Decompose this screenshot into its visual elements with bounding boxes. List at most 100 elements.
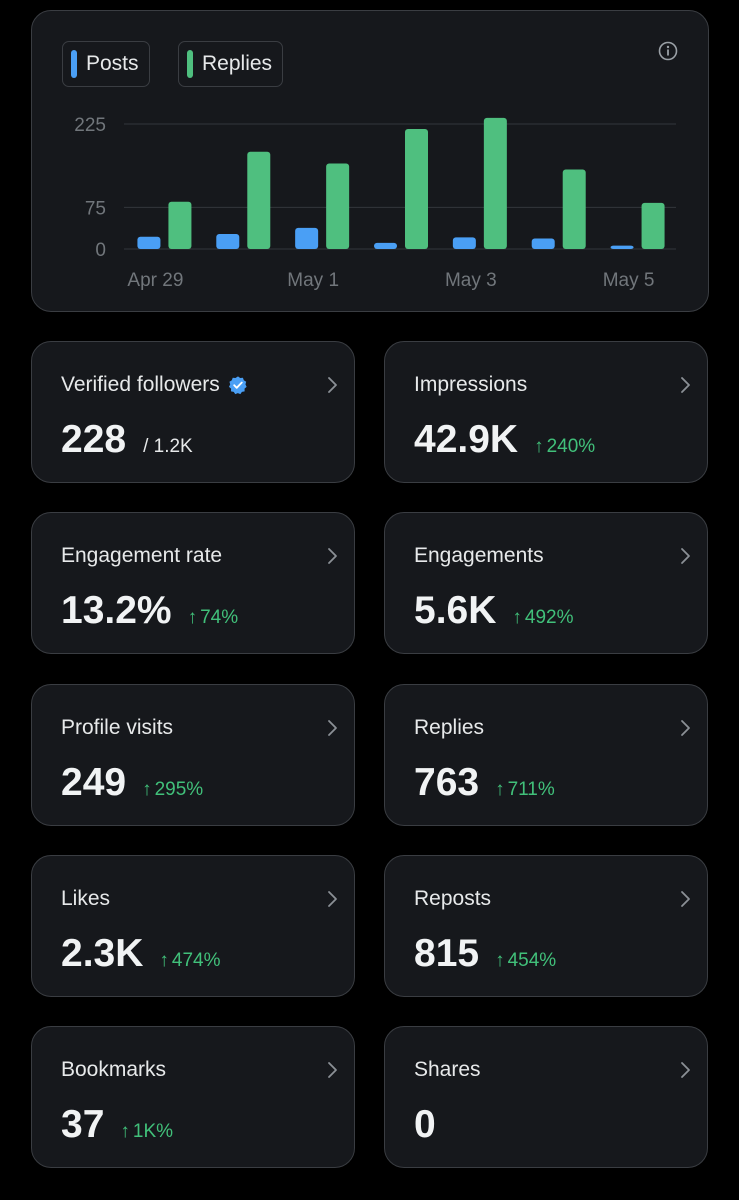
legend-replies-label: Replies — [202, 52, 273, 75]
bar-posts — [452, 237, 476, 249]
stat-change: ↑ 492% — [512, 607, 573, 629]
stat-label: Likes — [61, 887, 111, 910]
stat-total: / 1.2K — [143, 436, 193, 457]
stat-row: 0 — [414, 1103, 436, 1147]
stat-row: 2.3K ↑ 474% — [61, 932, 221, 976]
impressions-card[interactable]: Impressions 42.9K ↑ 240% — [384, 341, 708, 483]
legend-posts-label: Posts — [86, 52, 139, 75]
x-tick-label: Apr 29 — [127, 270, 183, 291]
stat-change: ↑ 240% — [534, 436, 595, 458]
arrow-up-icon: ↑ — [495, 779, 505, 800]
stat-change: ↑ 295% — [142, 779, 203, 801]
verified-followers-card[interactable]: Verified followers 228 / 1.2K — [31, 341, 355, 483]
stat-value: 2.3K — [61, 932, 144, 975]
bar-replies — [562, 169, 586, 249]
stat-row: 249 ↑ 295% — [61, 761, 203, 805]
stat-label: Replies — [414, 716, 485, 739]
verified-badge-icon — [228, 376, 247, 395]
arrow-up-icon: ↑ — [159, 950, 169, 971]
x-tick-label: May 1 — [287, 270, 339, 291]
posts-swatch — [71, 50, 77, 78]
verified-followers-label-row: Verified followers — [61, 373, 248, 397]
arrow-up-icon: ↑ — [120, 1121, 130, 1142]
profile-visits-card[interactable]: Profile visits 249 ↑ 295% — [31, 684, 355, 826]
chevron-right-icon — [328, 720, 337, 736]
stat-row: 763 ↑ 711% — [414, 761, 555, 805]
x-tick-label: May 5 — [603, 270, 655, 291]
chevron-right-icon — [328, 891, 337, 907]
arrow-up-icon: ↑ — [512, 607, 522, 628]
stat-value: 815 — [414, 932, 480, 975]
arrow-up-icon: ↑ — [142, 779, 152, 800]
bar-chart: 225 75 0 Apr 29 May 1 May 3 May 5 — [74, 115, 676, 291]
stat-value: 37 — [61, 1103, 105, 1146]
shares-card[interactable]: Shares 0 — [384, 1026, 708, 1168]
stat-value: 228 — [61, 418, 127, 461]
likes-card[interactable]: Likes 2.3K ↑ 474% — [31, 855, 355, 997]
replies-card[interactable]: Replies 763 ↑ 711% — [384, 684, 708, 826]
engagement-rate-card[interactable]: Engagement rate 13.2% ↑ 74% — [31, 512, 355, 654]
stat-label: Shares — [414, 1058, 481, 1081]
stat-value: 249 — [61, 761, 127, 804]
bar-posts — [295, 227, 319, 249]
bar-posts — [531, 238, 555, 249]
stat-change: ↑ 1K% — [120, 1121, 173, 1143]
y-tick-label: 225 — [74, 115, 106, 136]
stat-label: Bookmarks — [61, 1058, 167, 1081]
stat-row: 815 ↑ 454% — [414, 932, 556, 976]
bar-posts — [374, 242, 397, 249]
reposts-card[interactable]: Reposts 815 ↑ 454% — [384, 855, 708, 997]
change-value: 474% — [171, 950, 221, 971]
chevron-right-icon — [681, 1062, 690, 1078]
bookmarks-card[interactable]: Bookmarks 37 ↑ 1K% — [31, 1026, 355, 1168]
arrow-up-icon: ↑ — [495, 950, 505, 971]
change-value: 74% — [200, 607, 239, 628]
bar-replies — [641, 202, 665, 249]
y-tick-label: 75 — [85, 198, 106, 219]
bar-posts — [137, 236, 161, 249]
legend-posts-toggle[interactable]: Posts — [62, 41, 150, 87]
stat-label: Impressions — [414, 373, 528, 396]
bar-posts — [216, 234, 240, 249]
stat-value: 13.2% — [61, 589, 172, 632]
bar-replies — [405, 129, 428, 249]
chevron-right-icon — [681, 548, 690, 564]
stat-label: Reposts — [414, 887, 492, 910]
engagements-card[interactable]: Engagements 5.6K ↑ 492% — [384, 512, 708, 654]
chevron-right-icon — [328, 548, 337, 564]
stat-value: 42.9K — [414, 418, 519, 461]
stat-label: Engagement rate — [61, 544, 223, 567]
stat-label: Verified followers — [61, 373, 220, 396]
change-value: 240% — [546, 436, 596, 457]
change-value: 1K% — [132, 1121, 174, 1142]
stat-value: 5.6K — [414, 589, 497, 632]
activity-chart-card: Posts Replies 225 75 0 Apr 29 May 1 May 3 May … — [31, 10, 709, 312]
bar-replies — [483, 117, 507, 249]
chevron-right-icon — [681, 891, 690, 907]
stat-label: Profile visits — [61, 716, 174, 739]
bar-posts — [610, 245, 634, 249]
x-tick-label: May 3 — [445, 270, 497, 291]
stat-value: 0 — [414, 1103, 436, 1146]
info-icon[interactable] — [658, 41, 678, 61]
bar-replies — [326, 163, 350, 249]
stat-row: 13.2% ↑ 74% — [61, 589, 238, 633]
stat-change: ↑ 711% — [495, 779, 555, 801]
change-value: 454% — [507, 950, 557, 971]
change-value: 295% — [154, 779, 204, 800]
chevron-right-icon — [681, 377, 690, 393]
stat-value: 763 — [414, 761, 480, 804]
stat-row: 228 / 1.2K — [61, 418, 193, 462]
change-value: 492% — [524, 607, 574, 628]
chevron-right-icon — [681, 720, 690, 736]
stat-label: Engagements — [414, 544, 544, 567]
arrow-up-icon: ↑ — [534, 436, 544, 457]
legend-replies-toggle[interactable]: Replies — [178, 41, 284, 87]
arrow-up-icon: ↑ — [187, 607, 198, 628]
replies-swatch — [187, 50, 193, 78]
stat-row: 5.6K ↑ 492% — [414, 589, 574, 633]
chevron-right-icon — [328, 1062, 337, 1078]
chevron-right-icon — [328, 377, 337, 393]
stat-change: ↑ 474% — [159, 950, 220, 972]
stat-row: 37 ↑ 1K% — [61, 1103, 173, 1147]
